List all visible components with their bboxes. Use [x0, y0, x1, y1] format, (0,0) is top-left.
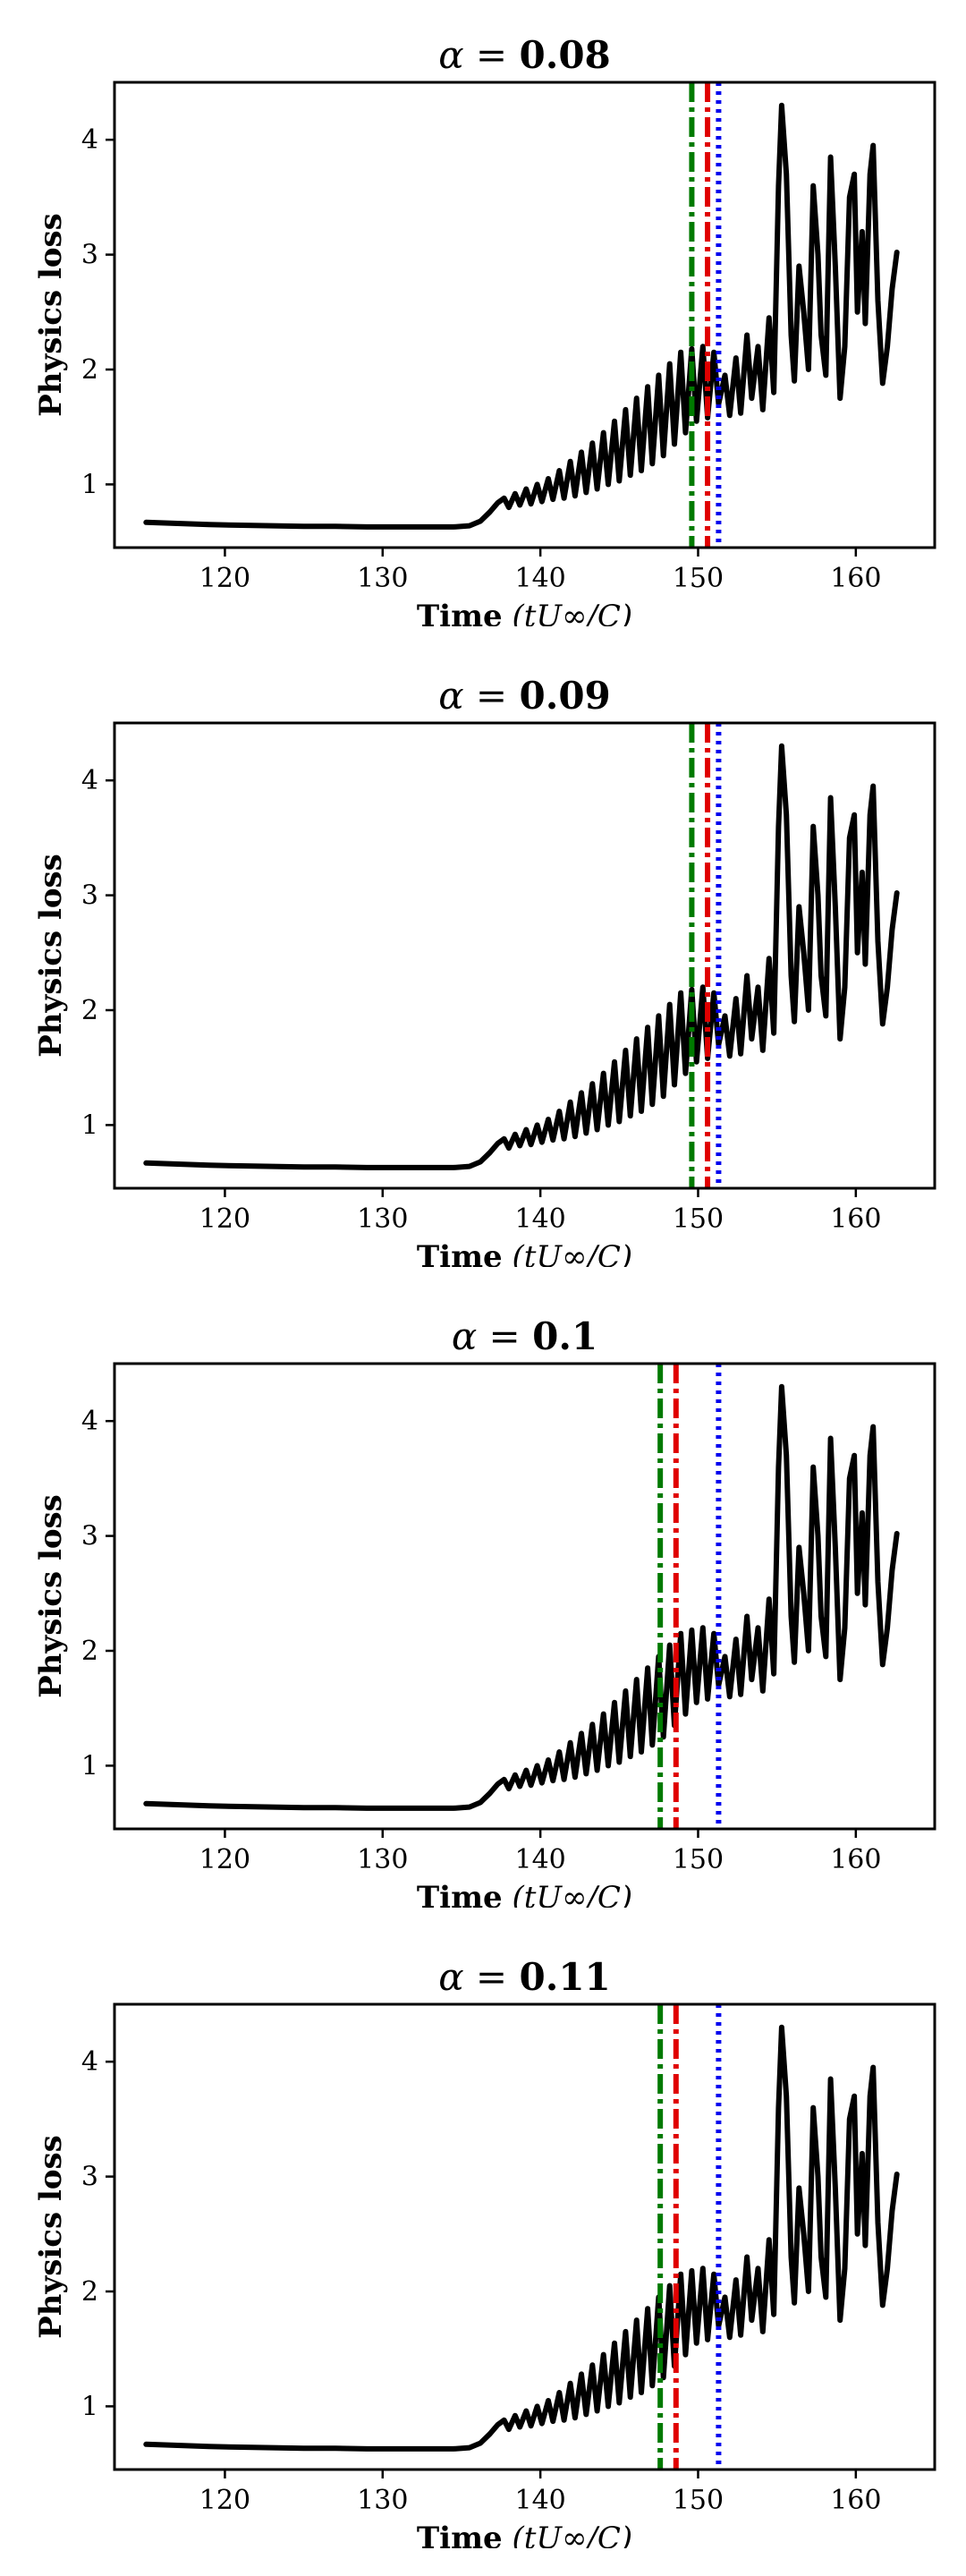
chart-title: α = 0.1	[452, 1314, 597, 1358]
y-tick-label: 3	[81, 1521, 98, 1552]
chart-panel: α = 0.09 120 130 140 150 160 1 2 3 4 Time (tU∞/C) P…	[0, 641, 966, 1275]
chart-title: α = 0.09	[438, 674, 611, 718]
x-tick-label: 130	[357, 563, 408, 594]
y-tick-label: 4	[81, 124, 98, 156]
y-tick-label: 3	[81, 240, 98, 271]
x-label-math: (tU∞/C)	[513, 1880, 633, 1908]
title-value: 0.1	[532, 1314, 597, 1358]
y-tick-label: 4	[81, 2046, 98, 2078]
y-tick-label: 2	[81, 995, 98, 1026]
title-symbol: α	[452, 1314, 477, 1358]
y-axis-label: Physics loss	[33, 213, 69, 417]
title-equals: =	[464, 33, 520, 77]
x-tick-label: 150	[673, 1203, 724, 1235]
x-tick-label: 150	[673, 2485, 724, 2516]
x-label-word: Time	[417, 1239, 503, 1267]
x-axis-label: Time (tU∞/C)	[417, 1239, 632, 1267]
title-equals: =	[464, 674, 520, 718]
x-label-word: Time	[417, 1880, 503, 1908]
chart-svg: α = 0.11 120 130 140 150 160 1 2 3 4 Time (tU∞/C) P…	[33, 1955, 936, 2556]
y-tick-label: 3	[81, 2162, 98, 2193]
chart-panel: α = 0.1 120 130 140 150 160 1 2 3 4 Time (tU∞/C) Ph…	[0, 1281, 966, 1916]
x-tick-label: 160	[830, 2485, 881, 2516]
x-tick-label: 130	[357, 1203, 408, 1235]
y-tick-label: 2	[81, 2276, 98, 2308]
y-tick-label: 2	[81, 1636, 98, 1667]
x-tick-label: 160	[830, 1203, 881, 1235]
y-tick-label: 1	[81, 1109, 98, 1141]
x-tick-label: 160	[830, 563, 881, 594]
x-label-math: (tU∞/C)	[513, 1239, 633, 1267]
chart-title: α = 0.08	[438, 33, 611, 77]
x-tick-label: 140	[515, 1844, 566, 1875]
title-equals: =	[477, 1314, 532, 1358]
chart-svg: α = 0.08 120 130 140 150 160 1 2 3 4 Time (tU∞/C) P…	[33, 33, 936, 634]
x-tick-label: 130	[357, 2485, 408, 2516]
axes-frame	[113, 721, 936, 1190]
x-label-word: Time	[417, 2521, 503, 2548]
title-value: 0.11	[519, 1955, 610, 1999]
x-tick-label: 140	[515, 1203, 566, 1235]
y-axis-label: Physics loss	[33, 2135, 69, 2339]
chart-panel: α = 0.11 120 130 140 150 160 1 2 3 4 Time (tU∞/C) P…	[0, 1922, 966, 2556]
x-label-word: Time	[417, 599, 503, 626]
x-tick-label: 120	[199, 2485, 250, 2516]
chart-svg: α = 0.1 120 130 140 150 160 1 2 3 4 Time (tU∞/C) Ph…	[33, 1314, 936, 1916]
chart-title: α = 0.11	[438, 1955, 611, 1999]
axes-frame	[113, 81, 936, 549]
x-tick-label: 120	[199, 563, 250, 594]
y-tick-label: 4	[81, 1406, 98, 1437]
x-tick-label: 150	[673, 1844, 724, 1875]
axes-frame	[113, 1362, 936, 1831]
x-tick-label: 150	[673, 563, 724, 594]
x-label-math: (tU∞/C)	[513, 2521, 633, 2548]
axes-frame	[113, 2002, 936, 2471]
x-tick-label: 160	[830, 1844, 881, 1875]
y-axis-label: Physics loss	[33, 1494, 69, 1698]
title-value: 0.08	[519, 33, 610, 77]
y-axis-label: Physics loss	[33, 854, 69, 1058]
x-tick-label: 140	[515, 2485, 566, 2516]
x-tick-label: 120	[199, 1844, 250, 1875]
title-symbol: α	[438, 33, 463, 77]
title-symbol: α	[438, 1955, 463, 1999]
series-line	[143, 2024, 900, 2452]
y-tick-label: 2	[81, 354, 98, 386]
y-tick-label: 1	[81, 2391, 98, 2422]
x-axis-label: Time (tU∞/C)	[417, 1880, 632, 1908]
x-label-math: (tU∞/C)	[513, 599, 633, 626]
x-axis-label: Time (tU∞/C)	[417, 599, 632, 626]
chart-svg: α = 0.09 120 130 140 150 160 1 2 3 4 Time (tU∞/C) P…	[33, 674, 936, 1275]
title-equals: =	[464, 1955, 520, 1999]
x-tick-label: 130	[357, 1844, 408, 1875]
y-tick-label: 3	[81, 880, 98, 912]
title-value: 0.09	[519, 674, 610, 718]
y-tick-label: 1	[81, 469, 98, 500]
y-tick-label: 4	[81, 765, 98, 796]
y-tick-label: 1	[81, 1750, 98, 1781]
series-line	[143, 102, 900, 530]
x-axis-label: Time (tU∞/C)	[417, 2521, 632, 2548]
title-symbol: α	[438, 674, 463, 718]
x-tick-label: 120	[199, 1203, 250, 1235]
series-line	[143, 1383, 900, 1811]
series-line	[143, 743, 900, 1170]
chart-panel: α = 0.08 120 130 140 150 160 1 2 3 4 Time (tU∞/C) P…	[0, 0, 966, 634]
x-tick-label: 140	[515, 563, 566, 594]
